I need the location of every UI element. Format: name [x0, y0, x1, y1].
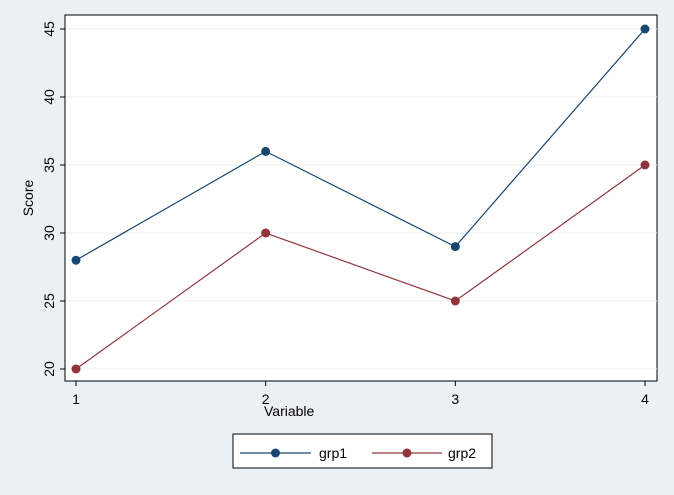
axes [64, 15, 657, 382]
x-tick-label: 2 [262, 391, 270, 407]
y-axis-label: Score [20, 180, 36, 217]
data-point [71, 255, 81, 265]
y-tick-label: 30 [41, 225, 57, 241]
x-tick-label: 4 [641, 391, 649, 407]
legend-label: grp2 [448, 445, 476, 461]
data-point [261, 146, 271, 156]
data-point [640, 24, 650, 34]
series-grp2 [71, 160, 650, 374]
y-tick-label: 40 [41, 89, 57, 105]
data-point [450, 242, 460, 252]
data-point [261, 228, 271, 238]
data-point [71, 364, 81, 374]
legend: grp1 grp2 [232, 433, 493, 469]
y-tick-label: 45 [41, 21, 57, 37]
x-axis-label: Variable [264, 403, 315, 419]
legend-label: grp1 [319, 445, 347, 461]
y-ticks: 20 25 30 35 40 45 [41, 21, 65, 377]
legend-marker [271, 448, 280, 458]
y-tick-label: 35 [41, 157, 57, 173]
x-tick-label: 3 [451, 391, 459, 407]
y-tick-label: 25 [41, 293, 57, 309]
series-line [75, 28, 646, 261]
grid-lines [65, 28, 657, 370]
y-tick-label: 20 [41, 361, 57, 377]
plot-area [64, 14, 658, 382]
x-tick-label: 1 [72, 391, 80, 407]
series-grp1 [71, 24, 650, 265]
legend-item-grp2: grp2 [372, 445, 476, 461]
legend-item-grp1: grp1 [240, 445, 347, 461]
legend-marker [402, 448, 412, 458]
data-point [640, 160, 650, 170]
data-point [450, 296, 460, 306]
series [71, 24, 650, 374]
series-line [75, 164, 646, 370]
x-ticks: 1 2 3 4 [72, 381, 649, 407]
